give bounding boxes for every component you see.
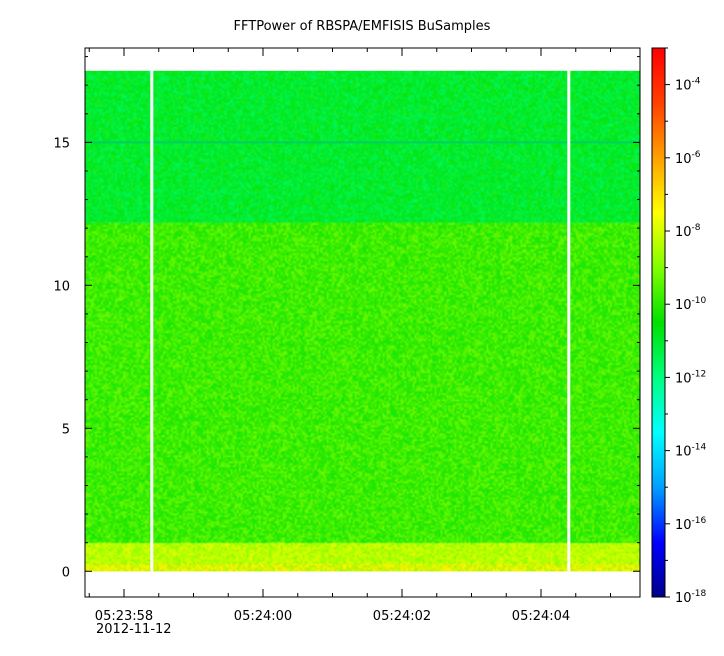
y-tick-label-3: 15	[53, 136, 70, 151]
y-tick-label-2: 10	[53, 279, 70, 294]
colorbar-label-4: 10-12	[675, 369, 706, 386]
x-date-label: 2012-11-12	[96, 622, 172, 637]
x-tick-label-1: 05:24:00	[234, 609, 292, 624]
chart-title: FFTPower of RBSPA/EMFISIS BuSamples	[234, 19, 491, 34]
x-tick-label-2: 05:24:02	[373, 609, 431, 624]
y-tick-label-0: 0	[62, 565, 70, 580]
colorbar-label-6: 10-16	[675, 516, 707, 533]
spectrogram-noise	[85, 70, 640, 572]
colorbar-label-0: 10-4	[675, 77, 701, 94]
colorbar-label-2: 10-8	[675, 223, 701, 240]
colorbar-ticks: 10-4 10-6 10-8 10-10 10-12 10-14 10-16 10-18	[665, 47, 707, 606]
data-gap-1	[567, 70, 571, 572]
colorbar-label-3: 10-10	[675, 296, 707, 313]
data-gap-0	[150, 70, 154, 572]
colorbar-label-7: 10-18	[675, 589, 707, 606]
plot-frame	[84, 47, 641, 598]
data-gaps	[150, 70, 571, 572]
colorbar: 10-4 10-6 10-8 10-10 10-12 10-14 10-16 10-18	[651, 47, 707, 606]
x-tick-label-0: 05:23:58	[95, 609, 153, 624]
colorbar-label-1: 10-6	[675, 150, 701, 167]
colorbar-label-5: 10-14	[675, 443, 707, 460]
colorbar-gradient	[651, 47, 666, 598]
x-axis: 05:23:58 05:24:00 05:24:02 05:24:04	[88, 48, 611, 624]
y-axis: 0 5 10 15	[53, 56, 640, 580]
plot-area	[84, 47, 641, 598]
y-tick-label-1: 5	[62, 422, 70, 437]
x-tick-label-3: 05:24:04	[512, 609, 570, 624]
